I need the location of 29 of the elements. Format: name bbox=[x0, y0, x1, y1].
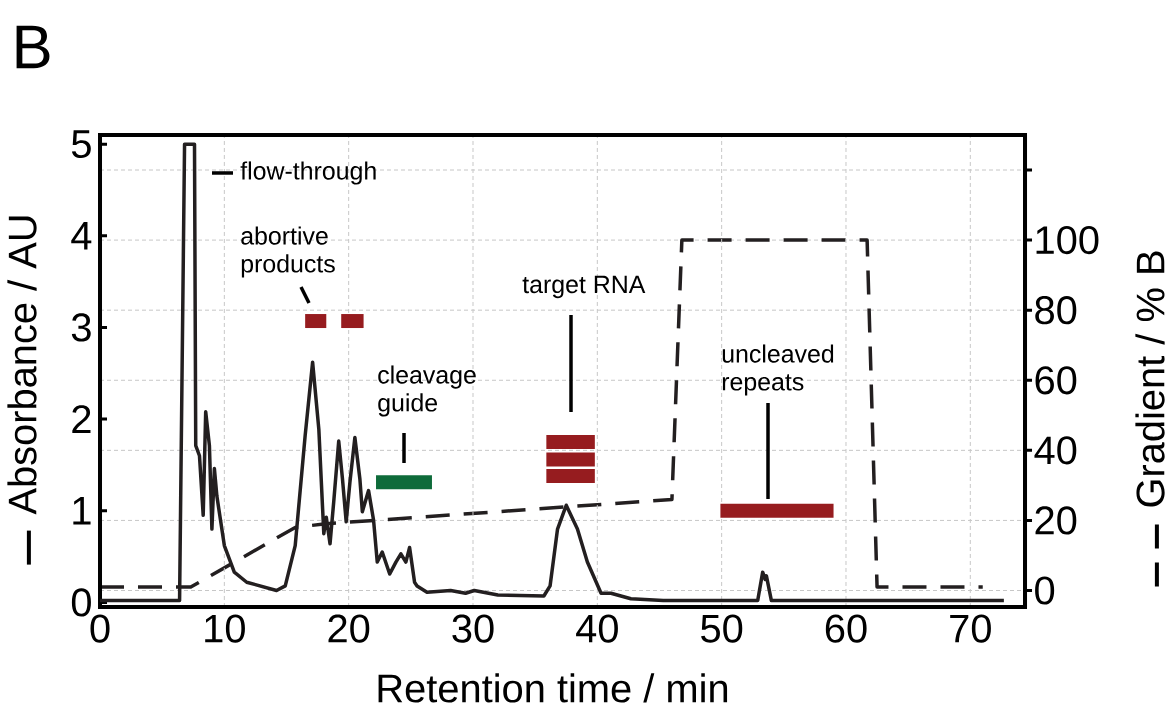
y-tick-label: 0 bbox=[71, 588, 91, 617]
y2-tick-label: 60 bbox=[1035, 366, 1077, 395]
y2-tick-label: 80 bbox=[1035, 296, 1077, 325]
x-axis-title: Retention time / min bbox=[378, 673, 728, 703]
x-tick-label: 60 bbox=[825, 614, 867, 643]
annotation: cleavage guide bbox=[378, 365, 476, 417]
y2-tick-label: 0 bbox=[1035, 576, 1055, 605]
y2-axis-title: Gradient / % B bbox=[1135, 251, 1165, 507]
y-tick-label: 3 bbox=[71, 313, 91, 342]
y-tick-label: 4 bbox=[71, 222, 92, 250]
y-tick-label: 2 bbox=[72, 405, 91, 434]
y-tick-label: 1 bbox=[73, 497, 91, 525]
y-tick-label: 5 bbox=[71, 130, 91, 159]
annotation: target RNA bbox=[522, 275, 646, 299]
x-tick-label: 30 bbox=[452, 614, 494, 643]
y2-tick-label: 100 bbox=[1036, 226, 1099, 255]
x-tick-label: 0 bbox=[90, 614, 110, 643]
annotation: abortive products bbox=[241, 226, 335, 278]
y2-tick-label: 20 bbox=[1035, 506, 1077, 535]
x-tick-label: 70 bbox=[950, 614, 991, 643]
y2-tick-label: 40 bbox=[1034, 436, 1077, 465]
x-tick-label: 40 bbox=[576, 614, 618, 643]
chart-title: B bbox=[16, 25, 50, 69]
y-axis-title: Absorbance / AU bbox=[7, 216, 37, 515]
annotation: flow-through bbox=[240, 161, 376, 185]
x-tick-label: 50 bbox=[701, 614, 743, 643]
x-tick-label: 20 bbox=[328, 614, 370, 643]
x-tick-label: 10 bbox=[205, 614, 245, 643]
annotation: uncleaved repeats bbox=[722, 344, 834, 396]
